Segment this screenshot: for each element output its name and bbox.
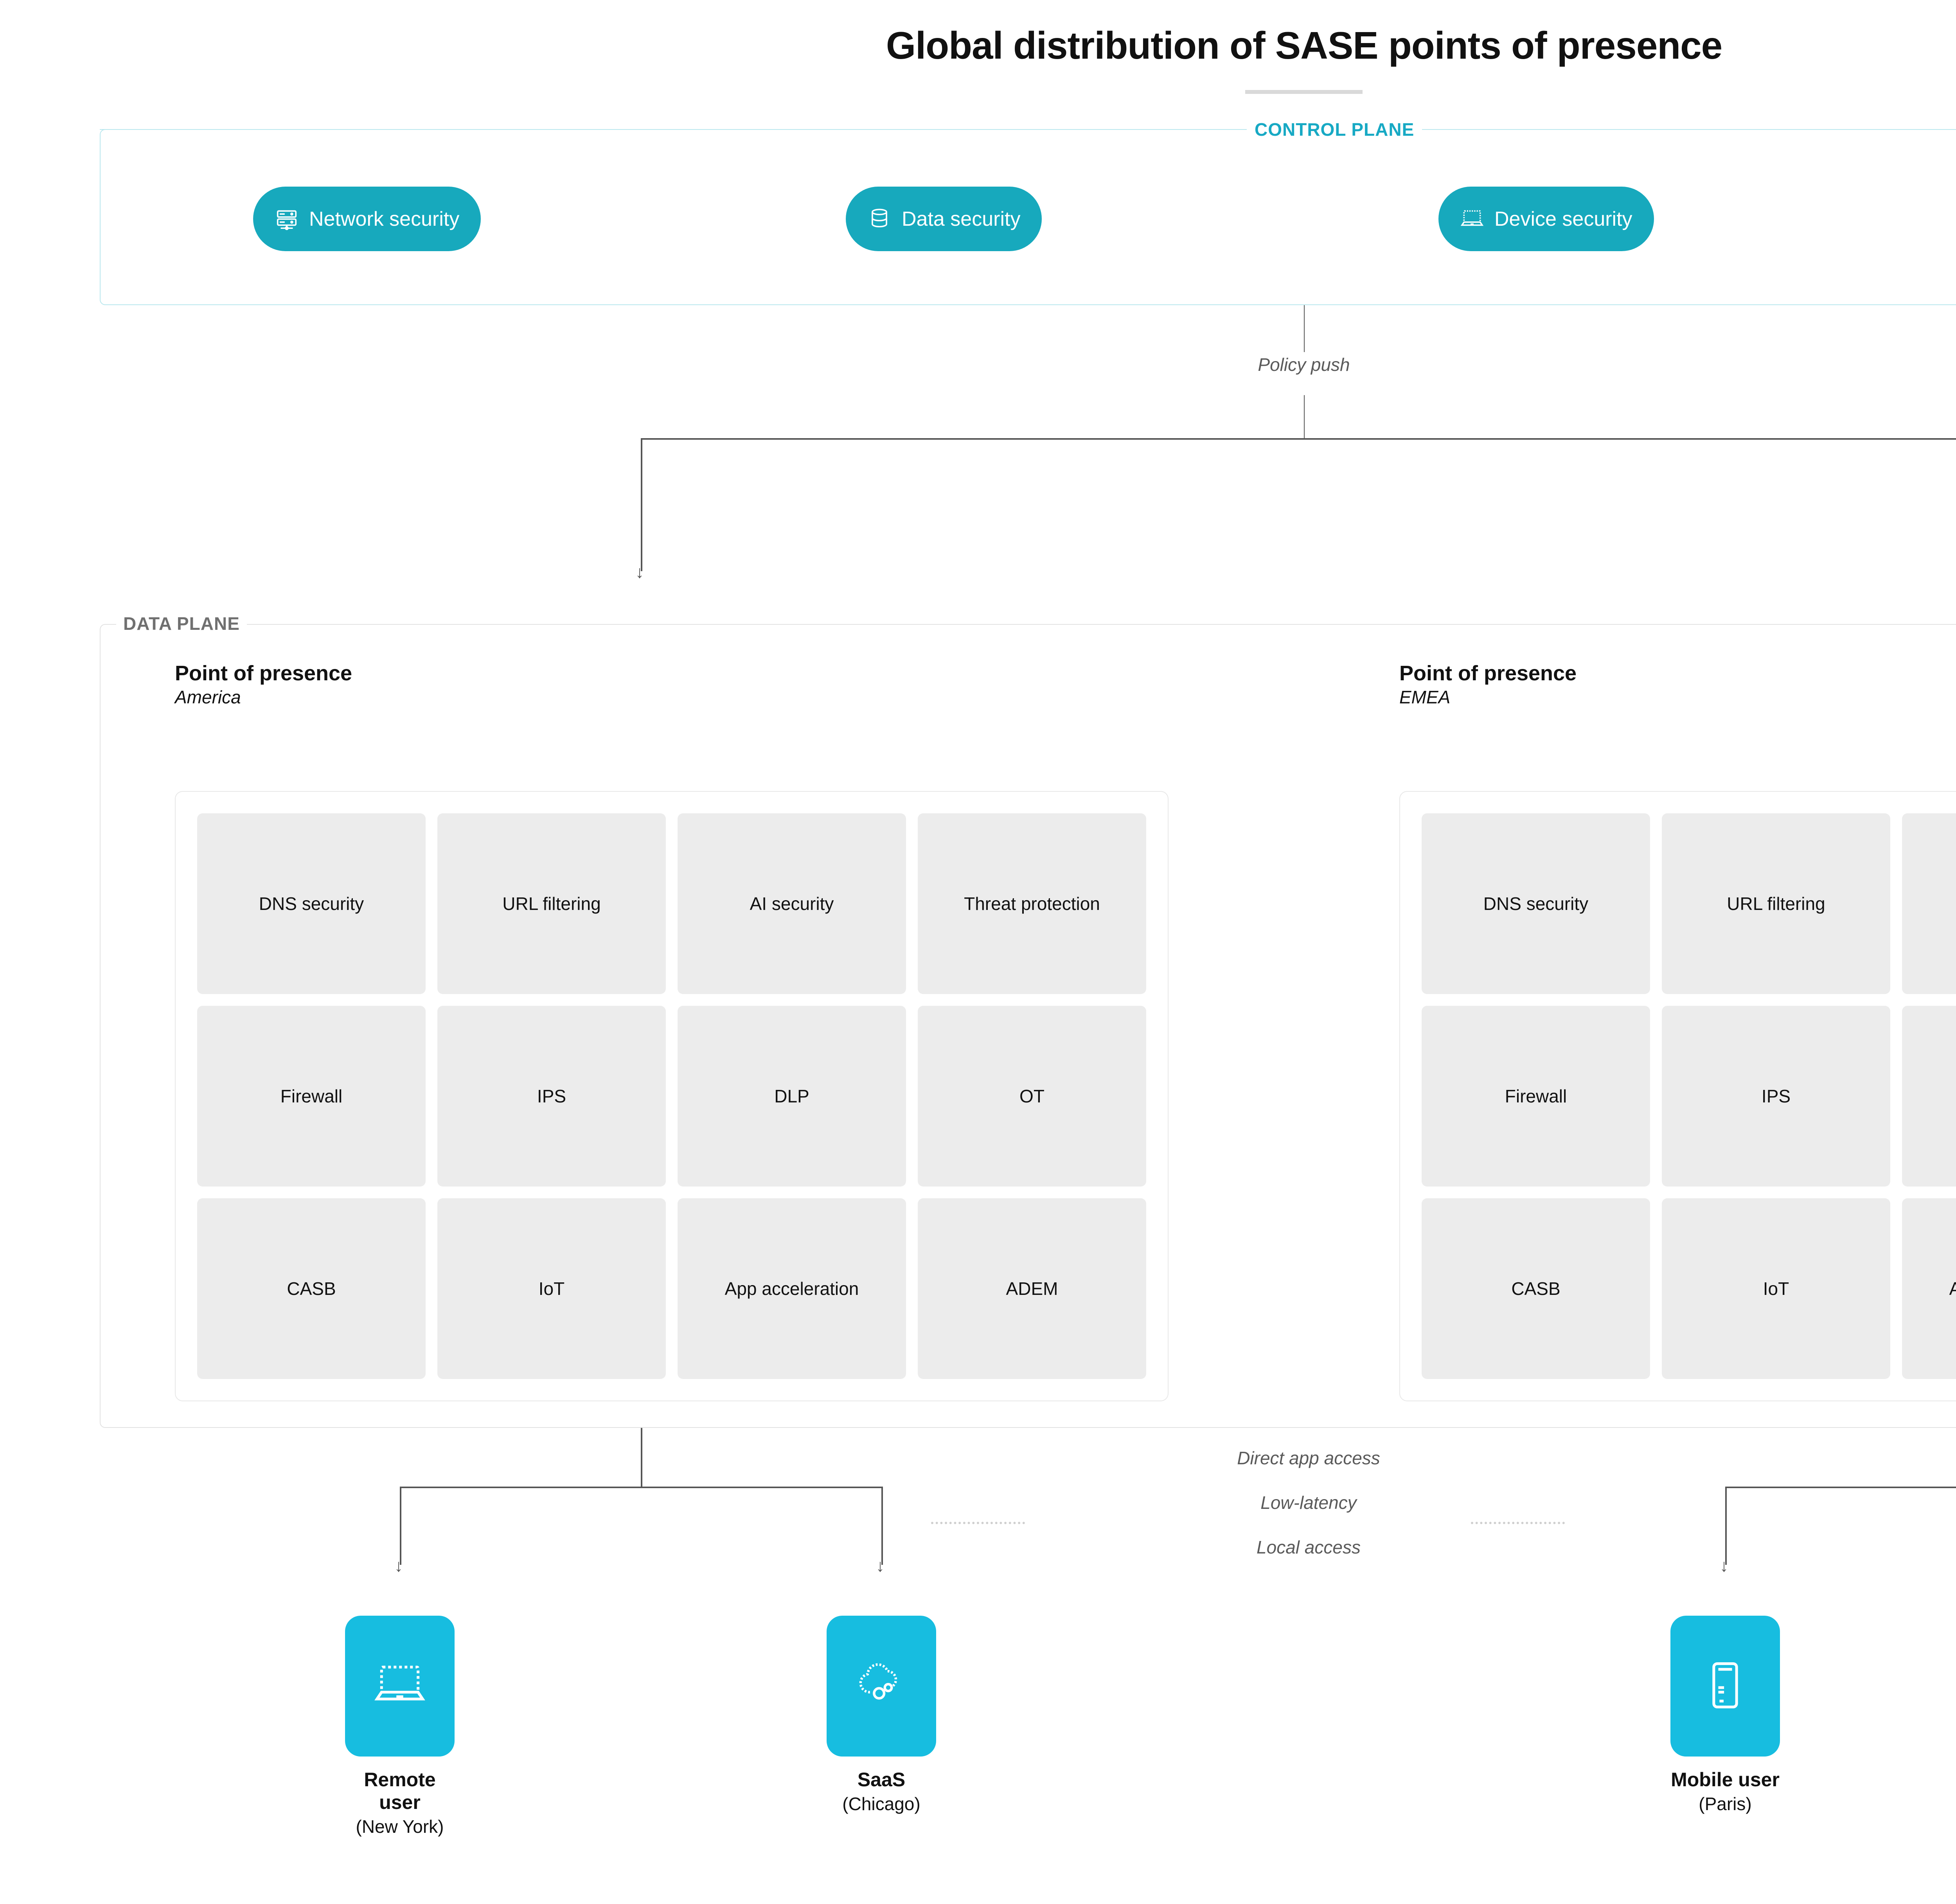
saas-arrow: ↓ [876, 1556, 885, 1576]
pop-america-bottom-line [641, 1428, 642, 1487]
policy-push-label: Policy push [1258, 354, 1350, 375]
pop-america-grid: DNS security URL filtering AI security T… [197, 813, 1146, 1379]
emea-cell-casb[interactable]: CASB [1422, 1198, 1650, 1379]
middle-dots-right [1471, 1522, 1565, 1524]
pop-america-block: Point of presence America DNS security U… [175, 662, 1212, 708]
middle-caption-line-1: Direct app access [1133, 1447, 1485, 1469]
emea-cell-app-acceleration[interactable]: App acceleration [1902, 1198, 1956, 1379]
endpoint-mobile-user[interactable]: Mobile user (Paris) [1667, 1616, 1784, 1814]
america-cell-iot[interactable]: IoT [437, 1198, 666, 1379]
data-plane-label: DATA PLANE [116, 613, 247, 634]
america-cell-threat-protection[interactable]: Threat protection [918, 813, 1146, 994]
middle-dots-left [931, 1522, 1025, 1524]
pill-data-security-label: Data security [902, 207, 1020, 231]
policy-connector-horizontal [642, 438, 1956, 440]
pop-america-grid-container: DNS security URL filtering AI security T… [175, 791, 1169, 1401]
pop-emea-block: Point of presence EMEA DNS security URL … [1399, 662, 1956, 708]
america-cell-dns-security[interactable]: DNS security [197, 813, 426, 994]
control-plane-container: CONTROL PLANE Network security [100, 129, 1956, 305]
emea-branch-hline [1725, 1487, 1956, 1488]
saas-icon-box [827, 1616, 936, 1757]
control-plane-label: CONTROL PLANE [1247, 119, 1422, 140]
pop-emea-title: Point of presence [1399, 662, 1956, 685]
emea-branch-vline-left [1725, 1487, 1727, 1565]
middle-caption: Direct app access Low-latency Local acce… [1133, 1447, 1485, 1581]
emea-cell-dlp[interactable]: DLP [1902, 1006, 1956, 1187]
endpoint-mobile-user-label: Mobile user [1667, 1768, 1784, 1791]
control-plane-divider-left [100, 129, 1234, 130]
america-cell-ai-security[interactable]: AI security [678, 813, 906, 994]
emea-cell-dns-security[interactable]: DNS security [1422, 813, 1650, 994]
mobile-device-icon [1698, 1646, 1753, 1726]
america-branch-hline [400, 1487, 882, 1488]
america-cell-url-filtering[interactable]: URL filtering [437, 813, 666, 994]
middle-caption-line-3: Local access [1133, 1537, 1485, 1558]
endpoint-mobile-user-sub: (Paris) [1667, 1793, 1784, 1814]
title-divider [1245, 90, 1363, 94]
endpoint-saas-sub: (Chicago) [823, 1793, 940, 1814]
emea-cell-ai-security[interactable]: AI security [1902, 813, 1956, 994]
endpoint-saas[interactable]: SaaS (Chicago) [823, 1616, 940, 1814]
page-title: Global distribution of SASE points of pr… [0, 23, 1956, 68]
emea-cell-ips[interactable]: IPS [1662, 1006, 1890, 1187]
america-branch-vline-left [400, 1487, 401, 1565]
laptop-icon [372, 1646, 427, 1726]
america-cell-dlp[interactable]: DLP [678, 1006, 906, 1187]
control-plane-divider-right [1658, 129, 1956, 130]
america-cell-ot[interactable]: OT [918, 1006, 1146, 1187]
america-cell-app-acceleration[interactable]: App acceleration [678, 1198, 906, 1379]
cloud-gears-icon [854, 1646, 909, 1726]
pill-network-security[interactable]: Network security [253, 187, 481, 251]
america-cell-ips[interactable]: IPS [437, 1006, 666, 1187]
pop-emea-subtitle: EMEA [1399, 687, 1956, 708]
policy-branch-left [641, 438, 642, 571]
emea-cell-url-filtering[interactable]: URL filtering [1662, 813, 1890, 994]
diagram-root: Global distribution of SASE points of pr… [0, 0, 1956, 1904]
pop-america-title: Point of presence [175, 662, 1212, 685]
emea-cell-iot[interactable]: IoT [1662, 1198, 1890, 1379]
america-branch-vline-right [881, 1487, 883, 1565]
remote-user-icon-box [345, 1616, 455, 1757]
mobile-user-arrow: ↓ [1720, 1556, 1728, 1576]
pill-device-security-label: Device security [1494, 207, 1632, 231]
pop-emea-grid-container: DNS security URL filtering AI security T… [1399, 791, 1956, 1401]
data-plane-container: DATA PLANE Point of presence America DNS… [100, 624, 1956, 1428]
pill-device-security[interactable]: Device security [1438, 187, 1654, 251]
remote-user-arrow: ↓ [394, 1556, 403, 1576]
endpoint-remote-user[interactable]: Remote user (New York) [341, 1616, 458, 1837]
emea-cell-firewall[interactable]: Firewall [1422, 1006, 1650, 1187]
pill-data-security[interactable]: Data security [846, 187, 1042, 251]
pop-america-subtitle: America [175, 687, 1212, 708]
america-cell-adem[interactable]: ADEM [918, 1198, 1146, 1379]
america-cell-firewall[interactable]: Firewall [197, 1006, 426, 1187]
endpoint-saas-label: SaaS [823, 1768, 940, 1791]
mobile-user-icon-box [1670, 1616, 1780, 1757]
policy-connector-top [1304, 305, 1305, 352]
pill-network-security-label: Network security [309, 207, 459, 231]
server-icon [275, 207, 299, 231]
america-cell-casb[interactable]: CASB [197, 1198, 426, 1379]
policy-arrow-left: ↓ [635, 563, 644, 582]
endpoint-remote-user-label: Remote user [341, 1768, 458, 1814]
laptop-icon [1460, 207, 1484, 231]
database-icon [867, 207, 892, 231]
endpoint-remote-user-sub: (New York) [341, 1816, 458, 1837]
data-plane-divider [230, 624, 769, 625]
middle-caption-line-2: Low-latency [1133, 1492, 1485, 1513]
pop-emea-grid: DNS security URL filtering AI security T… [1422, 813, 1956, 1379]
policy-connector-mid [1304, 395, 1305, 438]
